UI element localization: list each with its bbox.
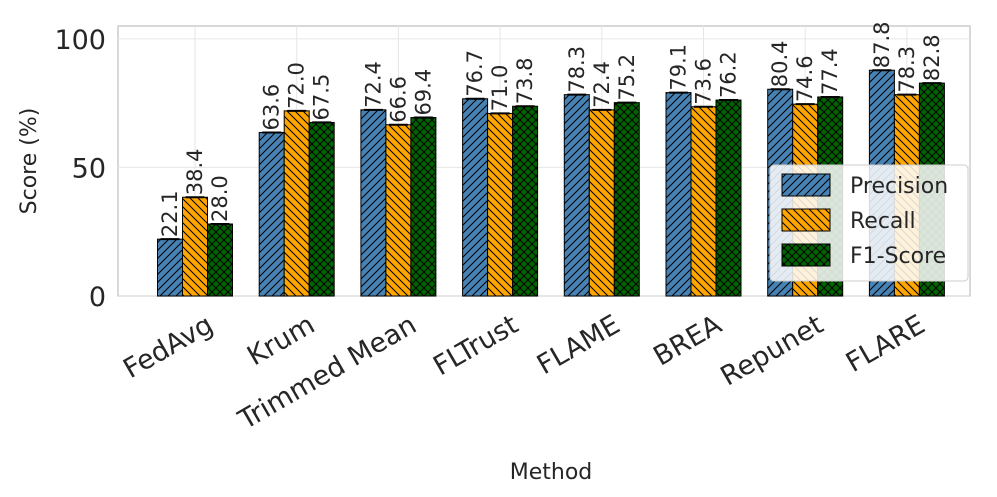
data-label: 67.5 <box>310 74 334 121</box>
legend-swatch-hatch <box>781 243 831 267</box>
data-label: 66.6 <box>386 76 410 123</box>
bar-hatch <box>308 121 335 297</box>
bar-hatch <box>715 99 742 297</box>
bar-hatch <box>360 109 387 297</box>
data-label: 76.2 <box>717 51 741 98</box>
data-label: 79.1 <box>667 44 691 91</box>
x-tick-label: FLARE <box>841 309 931 379</box>
x-tick-label: Krum <box>242 309 320 372</box>
data-label: 63.6 <box>260 84 284 131</box>
bar-hatch <box>410 117 437 297</box>
legend-label: Recall <box>850 209 916 234</box>
bar-hatch <box>207 223 233 297</box>
data-label: 73.8 <box>513 57 537 104</box>
data-label: 74.6 <box>793 55 817 102</box>
bar-hatch <box>385 124 412 297</box>
x-tick-label: FLTrust <box>428 309 523 382</box>
bar-hatch <box>613 102 640 297</box>
bar-hatch <box>182 196 208 297</box>
x-tick-label: Repunet <box>716 309 829 392</box>
y-tick-label: 100 <box>54 25 106 56</box>
data-label: 72.4 <box>590 61 614 108</box>
x-tick-label: Trimmed Mean <box>233 309 422 436</box>
bar-hatch <box>258 131 285 297</box>
data-label: 77.4 <box>818 48 842 95</box>
data-label: 82.8 <box>920 34 944 81</box>
y-tick-label: 0 <box>89 282 106 313</box>
bar-hatch <box>665 92 692 297</box>
data-label: 72.0 <box>285 62 309 109</box>
legend: Precision Recall F1-Score <box>769 164 969 282</box>
data-label: 76.7 <box>463 50 487 97</box>
data-label: 73.6 <box>692 58 716 105</box>
x-tick-label: FedAvg <box>118 309 218 385</box>
bar-hatch <box>157 238 183 297</box>
legend-label: Precision <box>850 174 948 199</box>
data-label: 80.4 <box>768 40 792 87</box>
data-label: 69.4 <box>411 69 435 116</box>
bar-hatch <box>588 109 615 297</box>
bar-hatch <box>690 106 717 297</box>
bar-hatch <box>487 112 514 297</box>
data-label: 28.0 <box>208 175 232 222</box>
x-tick-label: BREA <box>648 309 727 373</box>
data-label: 71.0 <box>488 65 512 112</box>
legend-swatch-hatch <box>781 173 831 197</box>
data-label: 78.3 <box>895 46 919 93</box>
data-labels: 22.138.428.063.6 72.0 67.5 72.4 66.6 69.4 76.7… <box>158 21 944 237</box>
legend-swatch-hatch <box>781 208 831 232</box>
bar-hatch <box>462 98 489 297</box>
x-tick-label: FLAME <box>532 309 625 381</box>
y-axis-ticks: 0 50 100 <box>54 25 106 313</box>
data-label: 38.4 <box>183 148 207 195</box>
data-label: 22.1 <box>158 190 182 237</box>
y-tick-label: 50 <box>72 153 106 184</box>
bar-hatch <box>283 110 310 297</box>
data-label: 72.4 <box>361 61 385 108</box>
legend-label: F1-Score <box>850 244 946 269</box>
bar-hatch <box>563 94 590 297</box>
data-label: 78.3 <box>565 46 589 93</box>
bar-hatch <box>512 105 539 297</box>
data-label: 75.2 <box>615 54 639 101</box>
data-label: 87.8 <box>870 21 894 68</box>
x-axis-title: Method <box>510 460 593 485</box>
y-axis-title: Score (%) <box>17 108 42 215</box>
